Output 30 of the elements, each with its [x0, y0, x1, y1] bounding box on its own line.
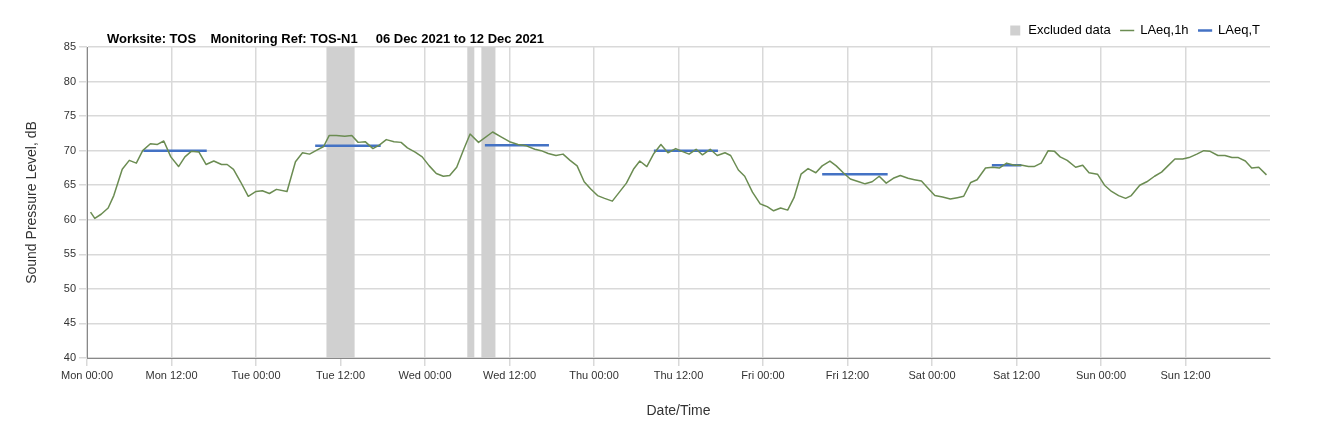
- legend-label: Excluded data: [1028, 22, 1112, 38]
- x-tick-label: Sat 12:00: [992, 368, 1041, 381]
- x-axis-title: Date/Time: [646, 402, 711, 419]
- y-tick-label: 80: [63, 74, 77, 87]
- y-tick-label: 75: [63, 109, 77, 122]
- x-tick-label: Mon 12:00: [145, 368, 198, 381]
- x-tick-label: Sat 00:00: [908, 368, 956, 381]
- y-tick-label: 40: [63, 351, 77, 364]
- x-tick-label: Fri 12:00: [825, 368, 870, 381]
- y-tick-label: 50: [63, 281, 77, 294]
- y-axis-title: Sound Pressure Level, dB: [23, 121, 40, 284]
- legend-label: LAeq,1h: [1140, 22, 1189, 38]
- x-tick-label: Sun 00:00: [1075, 368, 1127, 381]
- chart-title: Worksite: TOS Monitoring Ref: TOS-N1 06 Dec 2021 to 12 Dec 2021: [107, 31, 545, 46]
- x-tick-label: Fri 00:00: [741, 368, 785, 381]
- x-tick-label: Wed 12:00: [483, 368, 537, 381]
- y-tick-label: 70: [63, 143, 77, 156]
- x-tick-label: Wed 00:00: [398, 368, 452, 381]
- y-tick-label: 60: [63, 212, 77, 225]
- y-tick-label: 65: [63, 178, 77, 191]
- x-tick-label: Mon 00:00: [61, 368, 114, 381]
- x-tick-label: Tue 12:00: [315, 368, 366, 381]
- y-tick-label: 55: [63, 247, 77, 260]
- x-tick-label: Thu 12:00: [653, 368, 704, 381]
- x-tick-label: Tue 00:00: [231, 368, 281, 381]
- x-tick-label: Sun 12:00: [1160, 368, 1211, 381]
- y-tick-label: 45: [63, 316, 77, 329]
- legend-label: LAeq,T: [1218, 22, 1261, 38]
- y-tick-label: 85: [63, 40, 77, 53]
- x-tick-label: Thu 00:00: [569, 368, 619, 381]
